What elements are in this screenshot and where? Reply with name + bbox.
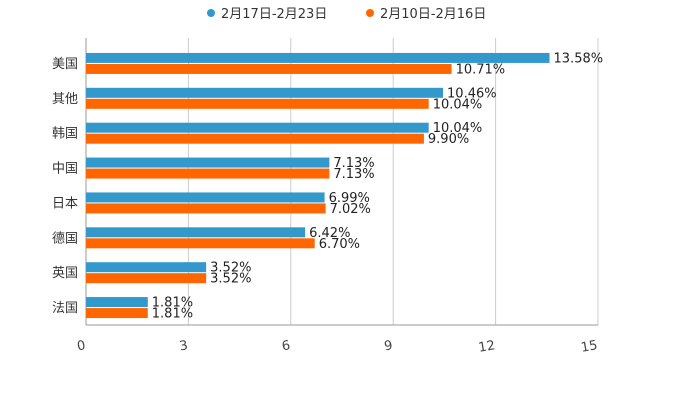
data-label: 7.02% [330, 202, 371, 217]
bar-current-week [86, 157, 330, 168]
bar-current-week [86, 87, 444, 98]
bar-previous-week [86, 203, 326, 214]
data-label: 10.04% [433, 121, 483, 136]
x-tick-label: 15 [580, 338, 599, 356]
x-tick-label: 9 [383, 338, 394, 354]
bar-previous-week [86, 133, 424, 144]
bar-current-week [86, 122, 429, 133]
category-label: 德国 [52, 231, 78, 246]
bar-previous-week [86, 98, 429, 109]
x-tick-label: 0 [76, 338, 87, 354]
data-label: 1.81% [152, 296, 193, 311]
bar-current-week [86, 227, 306, 238]
data-label: 1.81% [152, 307, 193, 322]
data-label: 3.52% [210, 261, 251, 276]
legend-marker [366, 9, 374, 17]
data-label: 10.04% [433, 97, 483, 112]
category-label: 韩国 [52, 127, 78, 142]
category-label: 日本 [52, 196, 78, 211]
data-label: 10.46% [447, 86, 497, 101]
data-label: 7.13% [333, 156, 374, 171]
bar-previous-week [86, 63, 452, 74]
data-label: 3.52% [210, 272, 251, 287]
category-label: 美国 [52, 57, 78, 72]
bar-current-week [86, 262, 207, 273]
x-tick-label: 12 [477, 338, 496, 356]
x-tick-label: 6 [281, 338, 292, 354]
data-label: 9.90% [428, 132, 469, 147]
category-label: 其他 [52, 92, 78, 107]
bar-previous-week [86, 168, 330, 179]
category-label: 法国 [52, 301, 78, 316]
bar-current-week [86, 297, 148, 308]
bar-previous-week [86, 238, 315, 249]
category-label: 英国 [52, 266, 78, 281]
bar-current-week [86, 192, 325, 203]
data-label: 10.71% [456, 62, 506, 77]
data-label: 6.42% [309, 226, 350, 241]
x-tick-label: 3 [178, 338, 189, 354]
data-label: 7.13% [333, 167, 374, 182]
bar-previous-week [86, 308, 148, 319]
category-label: 中国 [52, 162, 78, 177]
bar-previous-week [86, 273, 207, 284]
legend-marker [207, 9, 215, 17]
data-label: 6.70% [319, 237, 360, 252]
legend-label: 2月17日-2月23日 [221, 7, 327, 22]
data-label: 6.99% [329, 191, 370, 206]
bar-current-week [86, 52, 550, 63]
legend-label: 2月10日-2月16日 [380, 7, 486, 22]
data-label: 13.58% [554, 51, 604, 66]
